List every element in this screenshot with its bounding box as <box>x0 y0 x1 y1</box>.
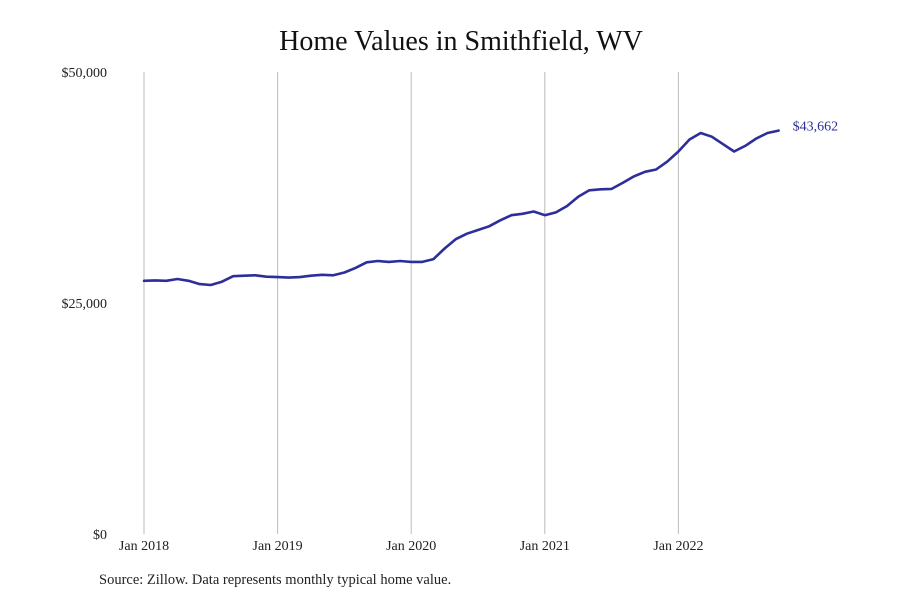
axis-labels: Jan 2018 Jan 2019 Jan 2020 Jan 2021 Jan 2022… <box>62 66 704 554</box>
end-value-label: $43,662 <box>793 120 839 135</box>
y-tick-label: $25,000 <box>62 297 108 312</box>
x-tick-label: Jan 2021 <box>520 539 570 554</box>
chart-title: Home Values in Smithfield, WV <box>279 26 643 57</box>
x-tick-label: Jan 2019 <box>253 539 303 554</box>
series-line-home-value <box>142 129 780 287</box>
y-tick-label: $0 <box>93 528 107 543</box>
gridlines <box>143 72 679 534</box>
x-tick-label: Jan 2020 <box>386 539 436 554</box>
source-note: Source: Zillow. Data represents monthly … <box>99 572 452 588</box>
y-tick-label: $50,000 <box>62 66 108 81</box>
x-tick-label: Jan 2022 <box>653 539 703 554</box>
x-tick-label: Jan 2018 <box>119 539 169 554</box>
